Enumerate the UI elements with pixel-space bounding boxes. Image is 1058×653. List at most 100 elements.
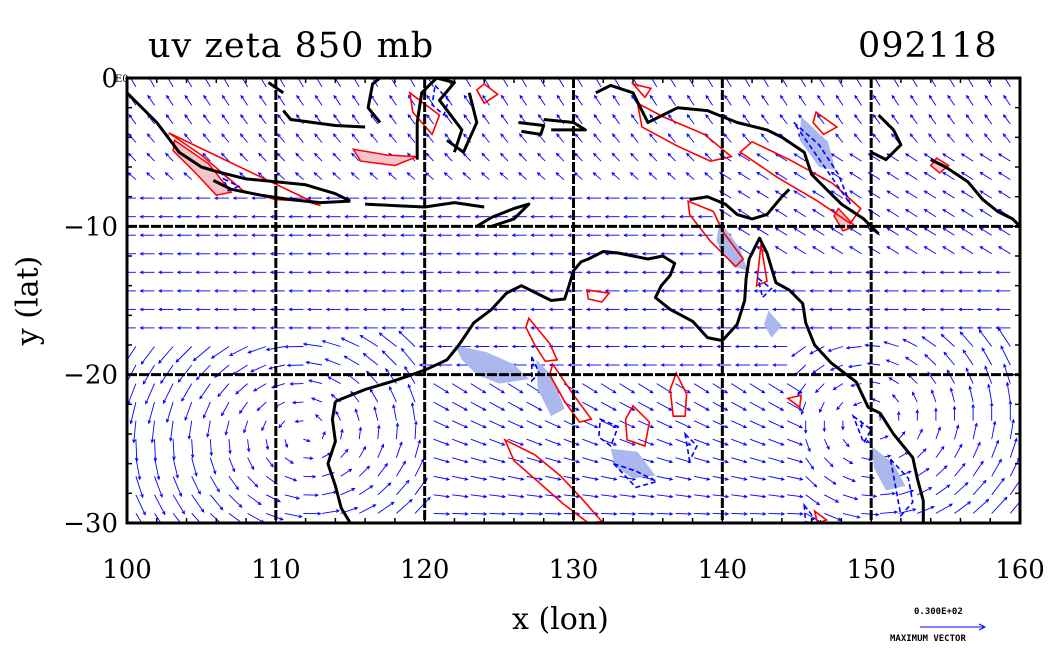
wind-vector: [433, 494, 450, 498]
vector-head: [845, 443, 850, 448]
wind-vector: [277, 133, 286, 143]
wind-vector: [935, 465, 948, 477]
wind-vector: [969, 386, 974, 403]
wind-vector: [556, 153, 565, 162]
wind-vector: [284, 512, 302, 518]
wind-vector: [582, 475, 598, 480]
vector-head: [966, 94, 970, 99]
vector-head: [232, 270, 237, 275]
positive-vorticity-contour: [687, 199, 745, 268]
vector-head: [904, 246, 910, 250]
wind-vector: [854, 95, 862, 106]
vector-head: [743, 442, 748, 446]
wind-vector: [909, 133, 918, 143]
vector-head: [604, 344, 609, 349]
vector-head: [240, 94, 245, 99]
coastline: [595, 83, 880, 235]
wind-vector: [250, 364, 267, 373]
vector-head: [362, 196, 367, 200]
vector-head: [910, 113, 914, 118]
wind-vector: [668, 95, 676, 106]
vector-head: [445, 494, 451, 499]
vector-head: [865, 289, 870, 293]
vector-head: [958, 307, 963, 312]
x-tick-label: 160: [995, 555, 1045, 585]
positive-vorticity-fill: [351, 148, 418, 167]
vector-head: [761, 407, 766, 411]
wind-vector: [388, 386, 397, 403]
vector-head: [830, 153, 835, 157]
vector-head: [810, 465, 815, 470]
wind-vector: [749, 438, 766, 446]
vector-head: [455, 214, 460, 219]
vector-head: [816, 501, 821, 506]
vector-head: [995, 289, 1000, 293]
wind-vector: [1009, 479, 1020, 496]
vector-head: [251, 270, 256, 275]
vector-head: [165, 418, 170, 424]
vector-head: [649, 407, 655, 411]
vector-head: [949, 387, 954, 392]
positive-vorticity-contour: [738, 140, 862, 225]
vector-head: [567, 344, 572, 349]
vector-head: [369, 485, 374, 489]
wind-vector: [277, 95, 286, 106]
wind-vector: [489, 494, 506, 498]
vector-head: [697, 251, 702, 256]
y-tick-label: −10: [63, 212, 118, 242]
vector-head: [142, 380, 147, 385]
wind-vector: [831, 172, 844, 180]
wind-vector: [327, 376, 341, 384]
vector-head: [958, 443, 963, 448]
wind-vector: [942, 190, 955, 199]
wind-vector: [184, 133, 193, 143]
vector-head: [370, 133, 374, 138]
wind-vector: [694, 475, 710, 480]
y-tick-label: −20: [63, 361, 118, 391]
vector-head: [623, 307, 628, 312]
vector-head: [499, 172, 504, 176]
wind-vector: [209, 457, 216, 474]
wind-vector: [133, 420, 137, 443]
vector-head: [213, 307, 219, 312]
vector-head: [176, 289, 181, 293]
wind-vector: [675, 475, 691, 480]
vector-head: [445, 389, 450, 394]
wind-vector: [315, 414, 323, 422]
vector-head: [630, 152, 635, 157]
vector-head: [697, 214, 702, 219]
vector-head: [623, 363, 628, 367]
vector-head: [399, 214, 405, 219]
wind-vector: [791, 346, 806, 357]
wind-vector: [668, 114, 676, 125]
vector-head: [348, 468, 353, 473]
vector-head: [520, 459, 525, 464]
vector-head: [330, 393, 335, 398]
vector-head: [865, 439, 871, 444]
vector-head: [886, 171, 891, 176]
wind-vector: [979, 209, 992, 218]
negative-vorticity-fill: [610, 448, 656, 479]
wind-vector: [563, 420, 580, 429]
vector-head: [232, 196, 237, 200]
vector-head: [742, 407, 747, 411]
wind-vector: [507, 512, 524, 515]
wind-vector: [942, 209, 955, 218]
wind-vector: [667, 172, 676, 180]
vector-head: [902, 289, 907, 293]
vector-head: [984, 94, 989, 99]
wind-vector: [444, 153, 453, 162]
vector-head: [960, 246, 965, 250]
wind-vector: [846, 346, 862, 349]
vector-head: [716, 307, 721, 312]
vector-head: [930, 389, 935, 394]
wind-vector: [433, 512, 450, 515]
wind-vector: [351, 153, 360, 162]
chart-title: uv zeta 850 mb: [148, 26, 435, 66]
x-tick-label: 150: [846, 555, 896, 585]
vector-head: [446, 512, 451, 516]
vector-head: [278, 424, 283, 429]
vector-head: [660, 270, 665, 275]
wind-vector: [396, 480, 410, 496]
vector-head: [650, 424, 655, 429]
